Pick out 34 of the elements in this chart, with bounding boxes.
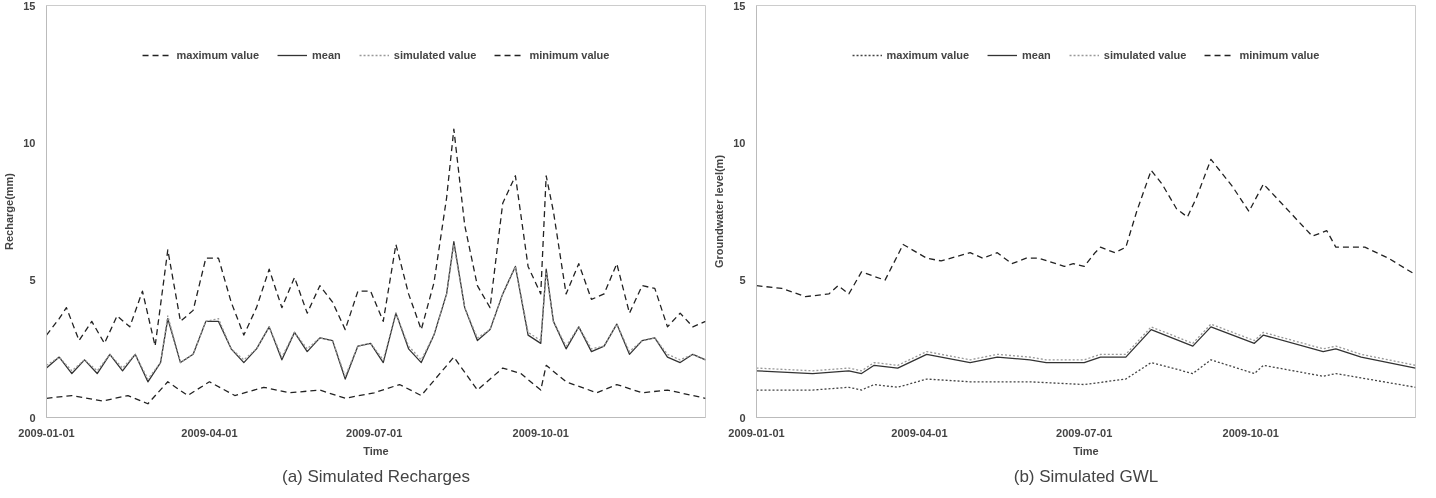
x-tick-label: 2009-04-01	[891, 426, 948, 439]
x-tick-label: 2009-01-01	[18, 426, 75, 439]
x-tick-label: 2009-07-01	[1056, 426, 1113, 439]
y-tick-label: 5	[739, 274, 746, 287]
x-tick-label: 2009-10-01	[1222, 426, 1279, 439]
x-axis-title: Time	[363, 444, 389, 457]
y-tick-label: 5	[29, 274, 36, 287]
x-tick-label: 2009-10-01	[512, 426, 569, 439]
y-tick-label: 0	[739, 411, 746, 424]
x-tick-label: 2009-07-01	[346, 426, 403, 439]
legend-label: maximum value	[176, 49, 260, 61]
line-series	[46, 128, 706, 347]
legend-label: maximum value	[886, 49, 970, 61]
y-axis-title: Recharge(mm)	[3, 172, 16, 251]
line-series	[46, 356, 706, 405]
legend-label: simulated value	[393, 49, 477, 61]
line-series	[756, 158, 1416, 298]
line-series	[756, 359, 1416, 391]
y-tick-label: 15	[23, 0, 36, 12]
legend-label: minimum value	[529, 49, 610, 61]
y-axis-title: Groundwater level(m)	[713, 154, 726, 269]
x-tick-label: 2009-04-01	[181, 426, 238, 439]
legend-label: mean	[1022, 49, 1051, 61]
y-tick-label: 10	[733, 136, 746, 149]
x-tick-label: 2009-01-01	[728, 426, 785, 439]
legend-label: minimum value	[1239, 49, 1320, 61]
text: (a) Simulated Recharges	[281, 466, 471, 486]
text: (b) Simulated GWL	[1013, 466, 1159, 486]
y-tick-label: 15	[733, 0, 746, 12]
legend-label: mean	[312, 49, 341, 61]
x-axis-title: Time	[1073, 444, 1099, 457]
legend-label: simulated value	[1103, 49, 1187, 61]
y-tick-label: 0	[29, 411, 36, 424]
y-tick-label: 10	[23, 136, 36, 149]
